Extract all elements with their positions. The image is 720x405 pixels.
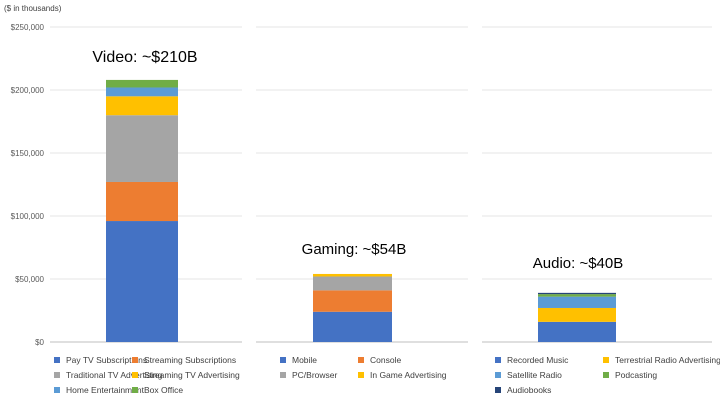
y-tick-label: $150,000	[11, 149, 45, 158]
legend-label: Audiobooks	[507, 385, 552, 395]
legend-item: Box Office	[132, 385, 183, 395]
legend-swatch	[280, 357, 286, 363]
legend-label: Mobile	[292, 355, 318, 365]
legend-swatch	[280, 372, 286, 378]
legend-label: Box Office	[144, 385, 184, 395]
legend-item: Audiobooks	[495, 385, 551, 395]
bar-segment	[106, 96, 178, 116]
unit-label: ($ in thousands)	[4, 4, 62, 13]
legend-swatch	[603, 357, 609, 363]
bar-segment	[538, 321, 616, 342]
legend-item: Streaming TV Advertising	[132, 370, 240, 380]
legend-swatch	[54, 387, 60, 393]
legend-swatch	[132, 387, 138, 393]
bar-segment	[106, 79, 178, 88]
legend-label: Console	[370, 355, 402, 365]
bar-segment	[313, 290, 392, 312]
y-tick-label: $50,000	[15, 275, 44, 284]
legend-swatch	[495, 387, 501, 393]
legend-swatch	[132, 372, 138, 378]
legend-item: Home Entertainment	[54, 385, 144, 395]
legend-item: Terrestrial Radio Advertising	[603, 355, 720, 365]
bar-segment	[106, 87, 178, 97]
panel-title: Audio: ~$40B	[533, 255, 624, 272]
bar-segment	[538, 294, 616, 297]
legend-swatch	[495, 372, 501, 378]
bar-segment	[313, 311, 392, 342]
legend-label: Recorded Music	[507, 355, 569, 365]
legend-item: Podcasting	[603, 370, 657, 380]
legend-label: In Game Advertising	[370, 370, 447, 380]
y-tick-label: $100,000	[11, 212, 45, 221]
legend-label: Satellite Radio	[507, 370, 562, 380]
legend-item: Traditional TV Advertising	[54, 370, 162, 380]
y-tick-label: $250,000	[11, 23, 45, 32]
legend-swatch	[495, 357, 501, 363]
bar-segment	[106, 221, 178, 342]
legend-label: Terrestrial Radio Advertising	[615, 355, 720, 365]
bar-segment	[106, 181, 178, 222]
legend-item: Satellite Radio	[495, 370, 562, 380]
bar-segment	[106, 115, 178, 182]
legend-swatch	[358, 372, 364, 378]
legend-item: In Game Advertising	[358, 370, 447, 380]
legend-item: PC/Browser	[280, 370, 337, 380]
legend-swatch	[54, 357, 60, 363]
panel-title: Video: ~$210B	[92, 49, 197, 66]
legend-swatch	[603, 372, 609, 378]
legend-label: Traditional TV Advertising	[66, 370, 163, 380]
legend-item: Console	[358, 355, 401, 365]
legend-swatch	[54, 372, 60, 378]
legend-label: Home Entertainment	[66, 385, 144, 395]
legend-swatch	[132, 357, 138, 363]
bar-segment	[313, 273, 392, 277]
legend-label: Streaming Subscriptions	[144, 355, 237, 365]
legend-label: Pay TV Subscriptions	[66, 355, 148, 365]
legend-swatch	[358, 357, 364, 363]
legend-label: Streaming TV Advertising	[144, 370, 240, 380]
y-tick-label: $200,000	[11, 86, 45, 95]
legend-item: Recorded Music	[495, 355, 568, 365]
legend-item: Mobile	[280, 355, 317, 365]
legend-item: Streaming Subscriptions	[132, 355, 236, 365]
bar-segment	[538, 292, 616, 295]
legend-label: Podcasting	[615, 370, 658, 380]
bar-segment	[313, 276, 392, 291]
panel-title: Gaming: ~$54B	[302, 241, 407, 258]
bar-segment	[538, 307, 616, 322]
legend-label: PC/Browser	[292, 370, 338, 380]
bar-segment	[538, 296, 616, 308]
legend-item: Pay TV Subscriptions	[54, 355, 147, 365]
y-tick-label: $0	[35, 338, 44, 347]
